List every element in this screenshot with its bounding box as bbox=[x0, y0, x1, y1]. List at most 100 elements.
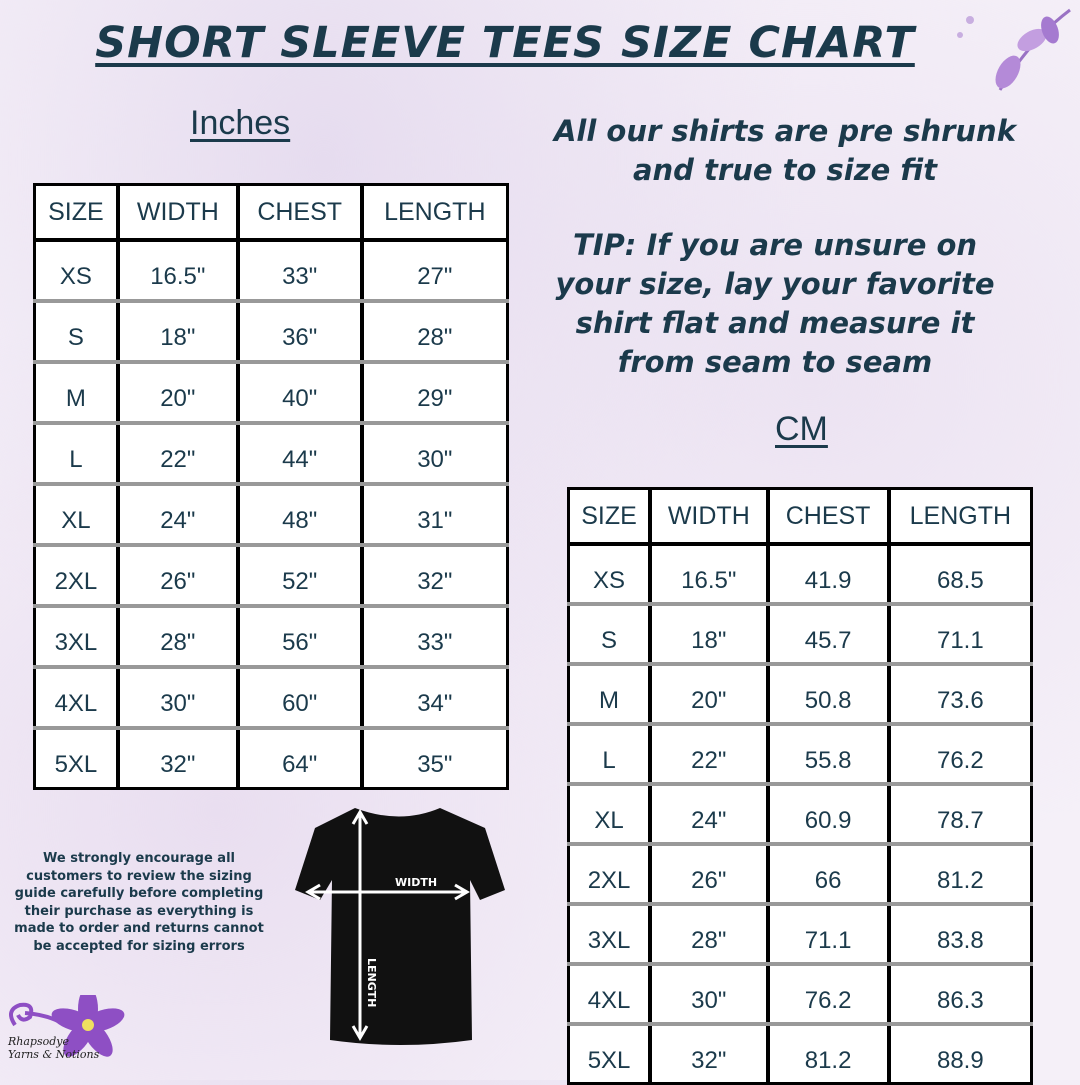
cell-width: 22" bbox=[117, 423, 240, 486]
cell-chest: 40" bbox=[237, 362, 364, 425]
cell-chest: 36" bbox=[237, 301, 364, 364]
cell-size: 5XL bbox=[34, 728, 120, 789]
cell-length: 30" bbox=[361, 423, 508, 486]
cell-length: 76.2 bbox=[888, 724, 1032, 786]
length-label: LENGTH bbox=[365, 958, 378, 1007]
cell-width: 22" bbox=[650, 724, 770, 786]
cell-length: 78.7 bbox=[888, 784, 1032, 846]
cell-length: 83.8 bbox=[888, 904, 1032, 966]
cell-width: 16.5" bbox=[117, 240, 240, 303]
cell-size: L bbox=[34, 423, 120, 486]
cell-size: XL bbox=[568, 784, 653, 846]
cell-length: 33" bbox=[361, 606, 508, 669]
table-row: 3XL 28" 56" 33" bbox=[34, 606, 508, 669]
cell-chest: 71.1 bbox=[767, 904, 891, 966]
cell-length: 27" bbox=[361, 240, 508, 303]
table-row: XL 24" 60.9 78.7 bbox=[568, 784, 1032, 846]
cell-chest: 56" bbox=[237, 606, 364, 669]
table-row: XS 16.5" 33" 27" bbox=[34, 240, 508, 303]
cell-chest: 48" bbox=[237, 484, 364, 547]
cell-size: S bbox=[34, 301, 120, 364]
column-header-chest: CHEST bbox=[767, 488, 891, 546]
cell-length: 28" bbox=[361, 301, 508, 364]
table-row: 2XL 26" 52" 32" bbox=[34, 545, 508, 608]
page-title: SHORT SLEEVE TEES SIZE CHART bbox=[95, 18, 915, 68]
decorative-leaves-icon bbox=[957, 8, 1071, 91]
header-row: SIZE WIDTH CHEST LENGTH bbox=[34, 184, 508, 242]
cell-chest: 64" bbox=[237, 728, 364, 789]
logo-line-1: Rhapsodye bbox=[8, 1035, 69, 1048]
table-row: XS 16.5" 41.9 68.5 bbox=[568, 544, 1032, 606]
cell-chest: 45.7 bbox=[767, 604, 891, 666]
cell-width: 18" bbox=[650, 604, 770, 666]
cell-chest: 76.2 bbox=[767, 964, 891, 1026]
logo-flower-icon bbox=[9, 995, 125, 1057]
cell-size: 4XL bbox=[568, 964, 653, 1026]
cell-length: 29" bbox=[361, 362, 508, 425]
tip-note: TIP: If you are unsure on your size, lay… bbox=[555, 228, 995, 379]
cell-width: 30" bbox=[650, 964, 770, 1026]
cell-width: 32" bbox=[117, 728, 240, 789]
cell-length: 81.2 bbox=[888, 844, 1032, 906]
cell-size: 2XL bbox=[34, 545, 120, 608]
logo-line-2: Yarns & Notions bbox=[8, 1048, 100, 1061]
cell-length: 88.9 bbox=[936, 1046, 984, 1074]
table-row: 5XL 32" 64" 35" bbox=[34, 728, 508, 789]
cell-length: 68.5 bbox=[888, 544, 1032, 606]
cell-size: 4XL bbox=[34, 667, 120, 730]
cell-chest: 60.9 bbox=[767, 784, 891, 846]
table-row: S 18" 45.7 71.1 bbox=[568, 604, 1032, 666]
cell-chest: 44" bbox=[237, 423, 364, 486]
cell-chest: 66 bbox=[767, 844, 891, 906]
cell-size: 3XL bbox=[568, 904, 653, 966]
cm-size-table: SIZE WIDTH CHEST LENGTH XS 16.5" 41.9 68.5 S 18" 4… bbox=[567, 487, 1033, 1085]
cell-chest: 41.9 bbox=[767, 544, 891, 606]
cell-size: 3XL bbox=[34, 606, 120, 669]
column-header-chest: CHEST bbox=[237, 184, 364, 242]
cell-chest: 50.8 bbox=[767, 664, 891, 726]
table-row: 2XL 26" 66 81.2 bbox=[568, 844, 1032, 906]
cell-length: 31" bbox=[361, 484, 508, 547]
cell-size: 5XL bbox=[568, 1024, 653, 1084]
logo-text: Rhapsodye Yarns & Notions bbox=[8, 1035, 99, 1061]
cell-width: 24" bbox=[117, 484, 240, 547]
cell-size: XS bbox=[568, 544, 653, 606]
table-row: M 20" 40" 29" bbox=[34, 362, 508, 425]
inches-heading: Inches bbox=[190, 104, 291, 142]
inches-size-table: SIZE WIDTH CHEST LENGTH XS 16.5" 33" 27" S 18" 36"… bbox=[33, 183, 509, 790]
table-row: L 22" 55.8 76.2 bbox=[568, 724, 1032, 786]
cell-length: 73.6 bbox=[888, 664, 1032, 726]
cell-chest: 52" bbox=[237, 545, 364, 608]
cell-size: M bbox=[34, 362, 120, 425]
cell-size: XL bbox=[34, 484, 120, 547]
tshirt-icon bbox=[295, 808, 505, 1045]
table-row: L 22" 44" 30" bbox=[34, 423, 508, 486]
column-header-size: SIZE bbox=[34, 184, 120, 242]
header-row: SIZE WIDTH CHEST LENGTH bbox=[568, 488, 1032, 546]
cell-width: 20" bbox=[650, 664, 770, 726]
cell-size: M bbox=[568, 664, 653, 726]
cell-width: 26" bbox=[117, 545, 240, 608]
width-label: WIDTH bbox=[395, 876, 437, 889]
cell-width: 32" bbox=[650, 1024, 770, 1084]
table-row: S 18" 36" 28" bbox=[34, 301, 508, 364]
cell-size: XS bbox=[34, 240, 120, 303]
cell-size: 2XL bbox=[568, 844, 653, 906]
column-header-width: WIDTH bbox=[117, 184, 240, 242]
cell-chest: 60" bbox=[237, 667, 364, 730]
disclaimer-text: We strongly encourage all customers to r… bbox=[14, 851, 264, 954]
cell-length: 32" bbox=[361, 545, 508, 608]
table-row: 5XL 32" 81.2 88.9 bbox=[568, 1024, 1032, 1084]
cell-width: 20" bbox=[117, 362, 240, 425]
cell-width: 28" bbox=[117, 606, 240, 669]
table-row: 4XL 30" 76.2 86.3 bbox=[568, 964, 1032, 1026]
cell-width: 16.5" bbox=[650, 544, 770, 606]
table-row: M 20" 50.8 73.6 bbox=[568, 664, 1032, 726]
cell-chest: 33" bbox=[237, 240, 364, 303]
cm-heading: CM bbox=[775, 410, 828, 448]
cell-width: 26" bbox=[650, 844, 770, 906]
cell-length: 34" bbox=[361, 667, 508, 730]
cell-width: 30" bbox=[117, 667, 240, 730]
column-header-length: LENGTH bbox=[888, 488, 1032, 546]
cell-size: S bbox=[568, 604, 653, 666]
